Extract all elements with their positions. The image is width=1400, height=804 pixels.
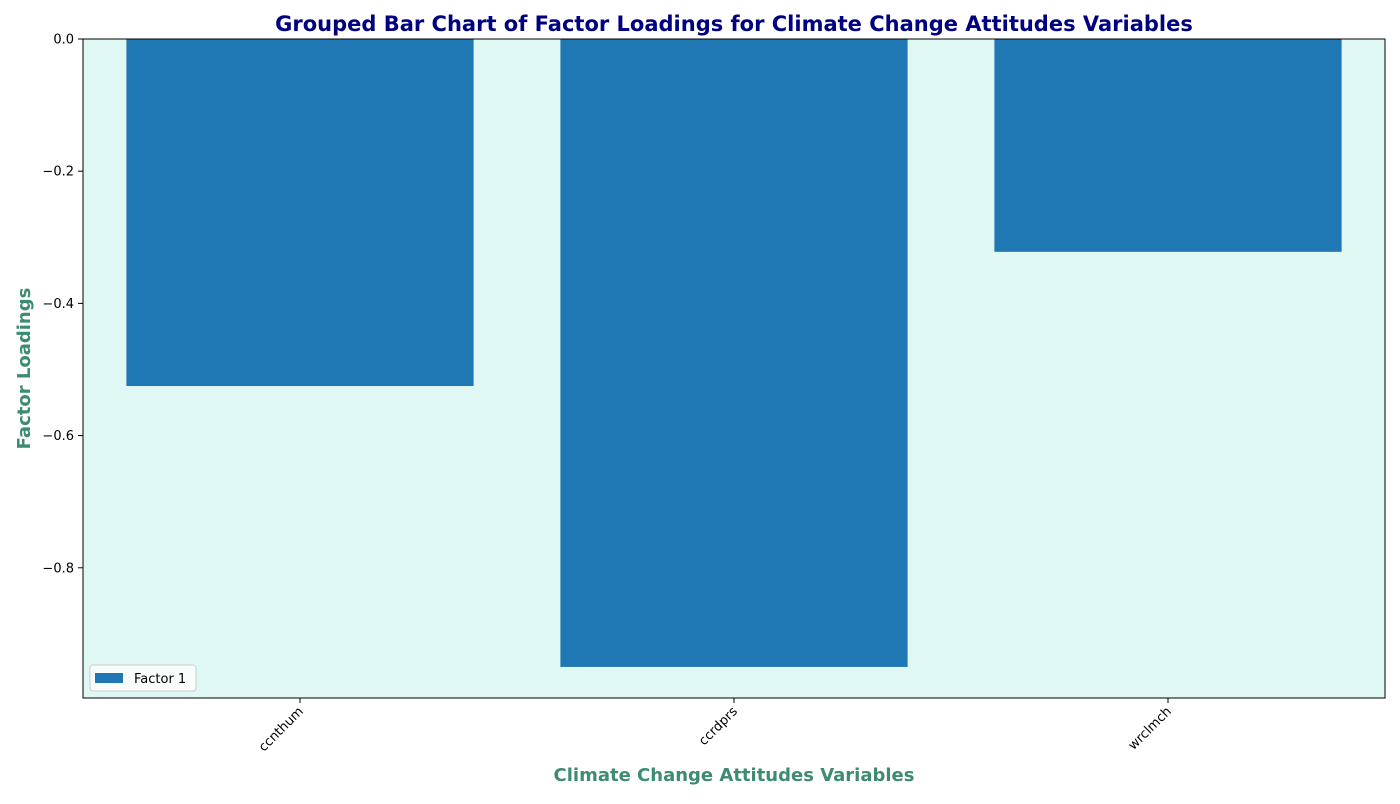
x-tick-label-ccrdprs: ccrdprs bbox=[696, 704, 741, 749]
bar-ccnthum bbox=[126, 39, 474, 387]
x-axis-ticks: ccnthum ccrdprs wrclmch bbox=[256, 698, 1175, 755]
legend-swatch-factor-1 bbox=[95, 673, 123, 683]
y-tick-label: −0.6 bbox=[42, 429, 74, 444]
x-tick-label-ccnthum: ccnthum bbox=[256, 704, 307, 755]
y-tick-label: −0.8 bbox=[42, 561, 74, 576]
y-axis-ticks: 0.0 −0.2 −0.4 −0.6 −0.8 bbox=[42, 33, 83, 576]
y-tick-label: −0.4 bbox=[42, 297, 74, 312]
bar-ccrdprs bbox=[560, 39, 908, 667]
chart-title: Grouped Bar Chart of Factor Loadings for… bbox=[275, 12, 1193, 36]
x-axis-label: Climate Change Attitudes Variables bbox=[554, 765, 915, 786]
y-tick-label: −0.2 bbox=[42, 165, 74, 180]
x-tick-label-wrclmch: wrclmch bbox=[1126, 704, 1175, 753]
legend-label-factor-1: Factor 1 bbox=[134, 672, 186, 687]
y-axis-label: Factor Loadings bbox=[14, 288, 35, 450]
bar-wrclmch bbox=[994, 39, 1342, 252]
y-tick-label: 0.0 bbox=[53, 33, 74, 48]
bars-group bbox=[126, 39, 1342, 667]
legend-box bbox=[89, 664, 197, 692]
legend: Factor 1 bbox=[89, 664, 197, 692]
